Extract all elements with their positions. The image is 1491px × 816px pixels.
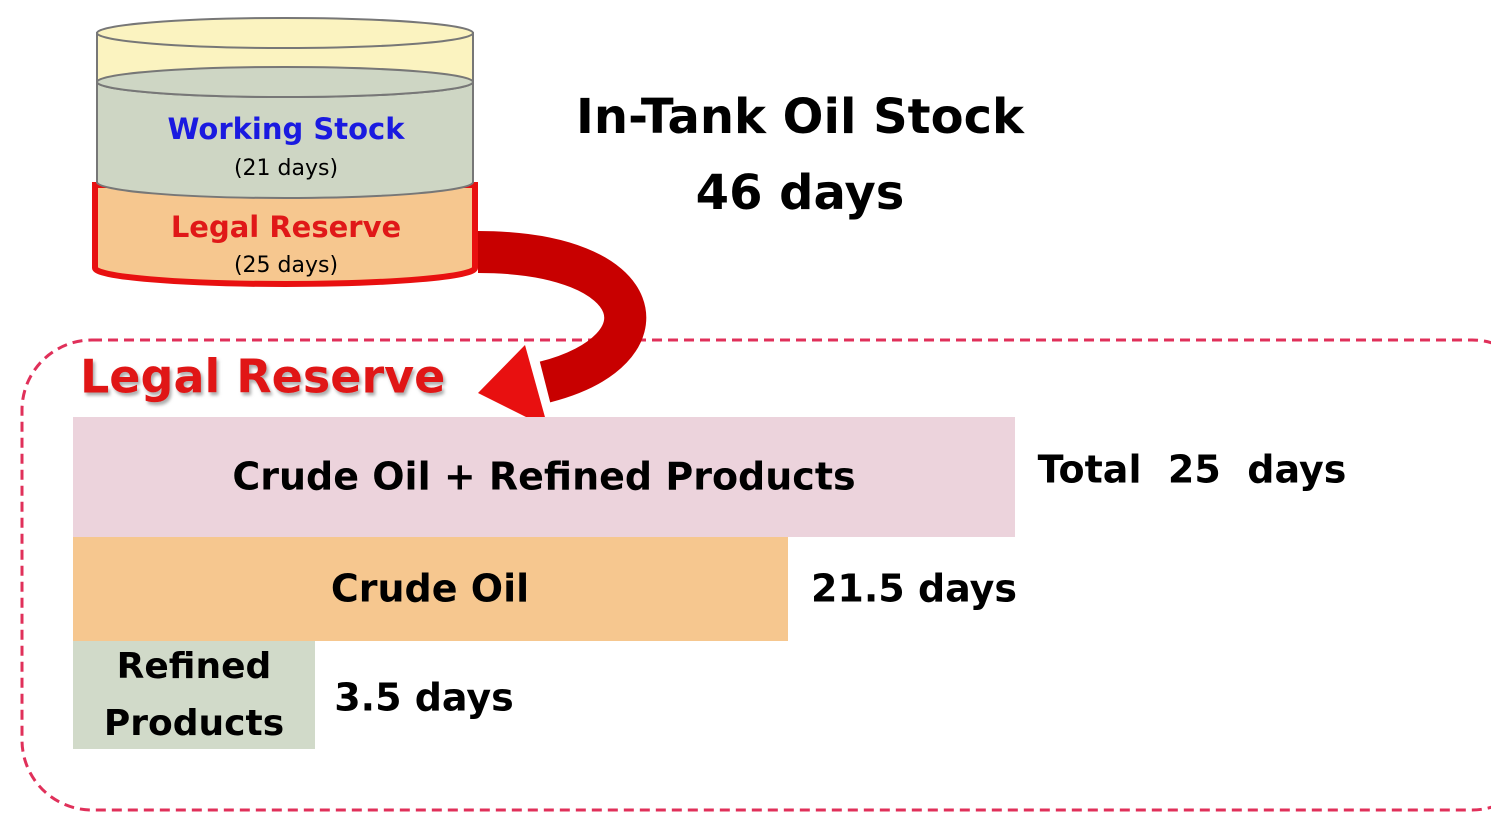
bar-value: 21.5 days bbox=[811, 567, 1017, 611]
tank bbox=[95, 18, 475, 284]
bar-label: Crude Oil + Refined Products bbox=[232, 455, 855, 499]
diagram: Working Stock (21 days) Legal Reserve (2… bbox=[0, 0, 1491, 816]
tank-total: 46 days bbox=[696, 165, 905, 221]
tank-layer-label: Working Stock bbox=[167, 112, 405, 146]
tank-layer-label: Legal Reserve bbox=[171, 210, 401, 244]
section-title: Legal Reserve bbox=[80, 350, 445, 404]
bar-label: Refined bbox=[117, 646, 272, 687]
tank-title: In-Tank Oil Stock bbox=[576, 89, 1025, 145]
tank-layer-days: (25 days) bbox=[234, 253, 338, 278]
bar-label: Products bbox=[104, 703, 284, 744]
tank-layer-days: (21 days) bbox=[234, 156, 338, 181]
bar-value: Total 25 days bbox=[1038, 448, 1347, 492]
bar-value: 3.5 days bbox=[334, 676, 514, 720]
bar-label: Crude Oil bbox=[331, 567, 529, 611]
